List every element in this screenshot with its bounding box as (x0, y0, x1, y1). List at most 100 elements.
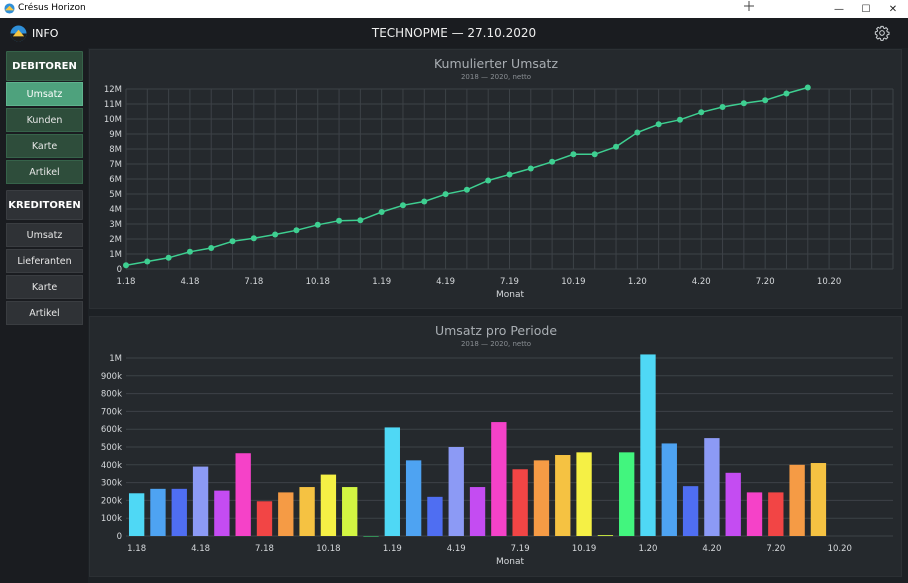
sidebar-section-debitoren[interactable]: DEBITOREN (6, 51, 83, 81)
page-title: TECHNOPME — 27.10.2020 (371, 26, 537, 40)
chart-title: Kumulierter Umsatz (434, 56, 558, 71)
x-tick-label: 7.20 (756, 277, 775, 287)
sidebar-item-debitoren-artikel[interactable]: Artikel (6, 160, 83, 184)
bar (150, 488, 166, 536)
bar (704, 438, 720, 536)
data-point (634, 129, 641, 136)
data-point (208, 245, 215, 251)
bar (256, 501, 273, 536)
app-title: Crésus Horizon (18, 3, 86, 13)
data-point (485, 177, 492, 184)
window-titlebar: Crésus Horizon — ☐ ✕ (0, 0, 908, 18)
data-point (655, 121, 662, 128)
data-point (186, 248, 193, 255)
bar (789, 464, 805, 536)
x-tick-label: 4.20 (702, 544, 721, 554)
sidebar-section-kreditoren[interactable]: KREDITOREN (6, 190, 83, 220)
data-point (272, 231, 279, 238)
bar (640, 354, 656, 536)
y-tick-label: 600k (101, 425, 122, 435)
data-point (399, 202, 406, 209)
data-point (570, 151, 577, 158)
chart-title: Umsatz pro Periode (435, 323, 557, 338)
y-tick-label: 0 (117, 532, 122, 542)
y-tick-label: 9M (109, 130, 122, 140)
chart-subtitle: 2018 — 2020, netto (461, 340, 531, 348)
sidebar-item-debitoren-kunden[interactable]: Kunden (6, 108, 83, 132)
data-point (336, 217, 343, 224)
data-point (442, 191, 449, 198)
x-tick-label: 7.18 (244, 277, 263, 287)
bar (128, 493, 145, 536)
cumulative-revenue-panel: Kumulierter Umsatz 2018 — 2020, netto 0 1M 2… (89, 49, 902, 309)
x-tick-label: 10.18 (306, 277, 330, 287)
sidebar-item-debitoren-karte[interactable]: Karte (6, 134, 83, 158)
maximize-button[interactable]: ☐ (861, 3, 871, 15)
x-tick-label: 10.19 (561, 277, 585, 287)
y-tick-label: 7M (109, 160, 122, 170)
y-tick-label: 800k (101, 390, 122, 400)
data-point (314, 221, 321, 228)
y-tick-label: 8M (109, 145, 122, 155)
info-label[interactable]: INFO (32, 27, 59, 40)
bar (278, 492, 294, 536)
data-point (783, 90, 790, 97)
bar (235, 453, 251, 536)
data-point (527, 165, 534, 172)
sidebar-item-kreditoren-umsatz[interactable]: Umsatz (6, 223, 83, 247)
bar (555, 455, 571, 536)
bar (661, 443, 677, 536)
data-point (463, 186, 470, 193)
bar (619, 452, 635, 536)
app-logo-icon (4, 3, 15, 14)
bar (171, 488, 187, 536)
y-tick-label: 1M (109, 250, 122, 260)
y-tick-label: 2M (109, 235, 122, 245)
x-tick-label: 1.18 (127, 544, 146, 554)
sidebar-item-kreditoren-artikel[interactable]: Artikel (6, 301, 83, 325)
minimize-button[interactable]: — (834, 3, 844, 15)
y-tick-label: 12M (104, 85, 122, 95)
data-point (250, 235, 257, 242)
y-tick-label: 11M (104, 100, 122, 110)
bar (405, 460, 422, 536)
x-tick-label: 10.20 (828, 544, 852, 554)
y-tick-label: 700k (101, 407, 122, 417)
data-point (229, 238, 236, 245)
bar (342, 487, 358, 536)
x-tick-label: 7.19 (511, 544, 530, 554)
data-point (698, 109, 705, 116)
close-button[interactable]: ✕ (888, 3, 898, 15)
y-tick-label: 5M (109, 190, 122, 200)
bar (448, 447, 464, 536)
gear-icon[interactable] (874, 25, 890, 41)
cumulative-revenue-chart: Kumulierter Umsatz 2018 — 2020, netto 0 1M 2… (104, 56, 894, 300)
data-point (165, 254, 172, 261)
bar (725, 472, 741, 536)
y-tick-label: 6M (109, 175, 122, 185)
bar (746, 492, 763, 536)
bar (363, 536, 379, 537)
x-tick-label: 4.19 (447, 544, 466, 554)
sidebar-item-kreditoren-karte[interactable]: Karte (6, 275, 83, 299)
sidebar-item-debitoren-umsatz[interactable]: Umsatz (6, 82, 83, 106)
data-point (676, 116, 683, 123)
y-tick-label: 1M (109, 354, 122, 364)
bar (384, 427, 400, 536)
y-tick-label: 4M (109, 205, 122, 215)
data-point (293, 227, 300, 234)
chart-subtitle: 2018 — 2020, netto (461, 73, 531, 81)
data-point (378, 209, 385, 215)
horizon-logo-icon[interactable] (10, 25, 27, 42)
y-tick-label: 200k (101, 496, 122, 506)
data-point (591, 151, 598, 158)
data-point (144, 258, 151, 265)
data-point (357, 217, 364, 224)
bar (299, 487, 315, 536)
sidebar-item-kreditoren-lieferanten[interactable]: Lieferanten (6, 249, 83, 273)
period-revenue-chart: Umsatz pro Periode 2018 — 2020, netto 0 100… (101, 323, 893, 567)
x-tick-label: 4.18 (191, 544, 210, 554)
app-header: INFO TECHNOPME — 27.10.2020 (0, 18, 908, 48)
x-tick-label: 1.19 (383, 544, 402, 554)
y-tick-label: 0 (117, 265, 122, 275)
